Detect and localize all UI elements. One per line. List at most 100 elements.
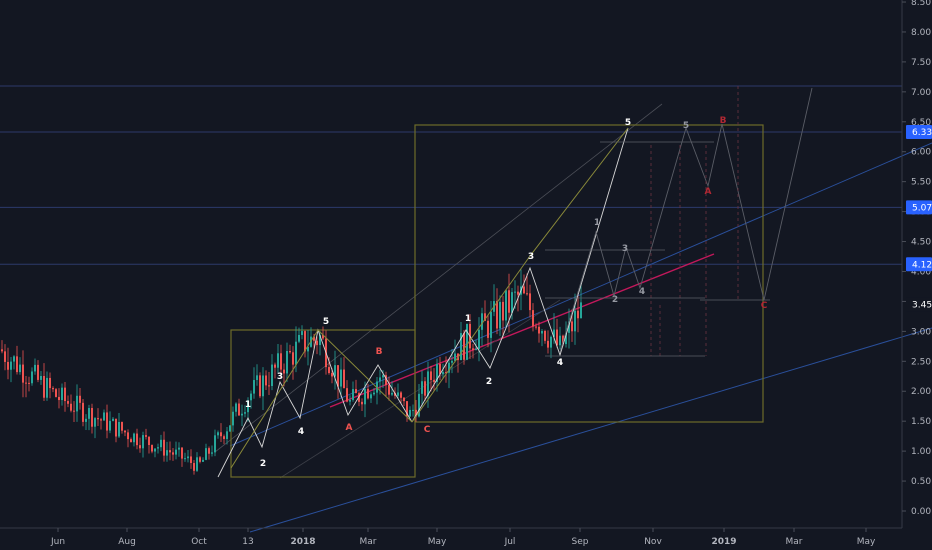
candle-body — [445, 372, 447, 374]
candle-body — [349, 399, 351, 402]
candle-body — [100, 419, 102, 421]
candle-body — [271, 364, 273, 387]
candle-body — [421, 381, 423, 394]
y-tick-label: 4.50 — [911, 238, 931, 248]
candle-body — [7, 361, 9, 370]
candle-body — [451, 360, 453, 363]
candle-body — [427, 371, 429, 396]
wave-lines — [217, 86, 813, 478]
wave-label: C — [424, 425, 431, 435]
candle-body — [340, 369, 342, 387]
candle-body — [259, 375, 261, 397]
candle-body — [67, 401, 69, 404]
candle-body — [556, 329, 558, 346]
candle-body — [40, 375, 42, 380]
candle-body — [130, 439, 132, 443]
candle-body — [112, 418, 114, 421]
candle-body — [481, 313, 483, 330]
candle-body — [238, 403, 240, 416]
candle-body — [547, 340, 549, 348]
candle-body — [22, 364, 24, 383]
candle-body — [211, 452, 213, 454]
candle-body — [430, 371, 432, 380]
candle-body — [565, 332, 567, 345]
candle-body — [118, 422, 120, 437]
y-tick-label: 4.00 — [911, 267, 931, 277]
candle-body — [265, 375, 267, 386]
candle-body — [532, 310, 534, 327]
candle-body — [262, 375, 264, 397]
candle-body — [577, 310, 579, 319]
candle-body — [286, 350, 288, 374]
candle-body — [187, 456, 189, 459]
candle-body — [202, 459, 204, 462]
wave-labels: 1 2 3 4 5 A B C 1 2 3 4 5 1 2 3 4 5 A B C — [245, 116, 768, 469]
candle-body — [205, 448, 207, 460]
candle-body — [553, 329, 555, 337]
wave-label: 3 — [528, 252, 534, 262]
candle-body — [4, 351, 6, 362]
candle-body — [361, 401, 363, 405]
y-tick-label: 8.50 — [911, 0, 931, 8]
candle-body — [247, 400, 249, 413]
candle-body — [103, 412, 105, 421]
wave-path-1 — [217, 328, 413, 478]
candle-body — [535, 326, 537, 328]
candle-body — [304, 331, 306, 352]
candle-body — [178, 447, 180, 450]
candle-body — [160, 439, 162, 448]
wave-label: 5 — [625, 118, 631, 128]
candle-body — [43, 375, 45, 398]
x-tick-label: May — [428, 537, 447, 547]
wave-box-2 — [414, 124, 764, 423]
wave-label: 4 — [639, 287, 645, 297]
lower-channel-line — [249, 327, 932, 533]
y-tick-label: 0.00 — [911, 507, 931, 517]
y-tick-label: 3.00 — [911, 327, 931, 337]
magenta-trend-line — [329, 253, 715, 408]
candle-body — [229, 425, 231, 432]
candle-body — [256, 375, 258, 381]
x-tick-label: Mar — [786, 537, 803, 547]
wave-label: 2 — [260, 459, 266, 469]
wave-label: C — [761, 301, 768, 311]
candle-body — [76, 395, 78, 412]
candle-body — [505, 290, 507, 321]
x-tick-label: Mar — [360, 537, 377, 547]
candle-body — [136, 433, 138, 446]
candle-body — [58, 396, 60, 401]
candle-body — [442, 372, 444, 375]
grey-diagonal-line-2 — [279, 299, 561, 479]
wave-label: 5 — [683, 121, 689, 131]
price-badge — [906, 124, 932, 139]
wave-label: 2 — [486, 377, 492, 387]
y-tick-label: 1.50 — [911, 417, 931, 427]
candle-body — [175, 449, 177, 455]
candle-body — [250, 393, 252, 401]
wave-label: 5 — [323, 317, 329, 327]
wave-label: 1 — [594, 218, 600, 228]
projected-wave-path — [559, 87, 813, 353]
candle-body — [463, 333, 465, 360]
time-axis[interactable]: Jun Aug Oct 13 2018 Mar May Jul Sep Nov 2019 Mar May — [50, 528, 876, 547]
candle-body — [97, 418, 99, 420]
candle-body — [223, 436, 225, 439]
trend-channels — [214, 103, 932, 533]
candle-body — [412, 409, 414, 411]
candle-body — [16, 356, 18, 373]
wave-label: B — [376, 347, 383, 357]
candle-body — [490, 311, 492, 338]
candle-body — [544, 330, 546, 341]
candle-body — [385, 375, 387, 386]
candle-body — [133, 433, 135, 443]
candle-body — [25, 382, 27, 384]
candle-body — [466, 323, 468, 360]
candle-body — [148, 436, 150, 446]
candle-body — [232, 411, 234, 426]
candle-body — [163, 439, 165, 456]
price-badge — [906, 257, 932, 272]
candle-body — [373, 392, 375, 395]
candle-body — [388, 385, 390, 395]
